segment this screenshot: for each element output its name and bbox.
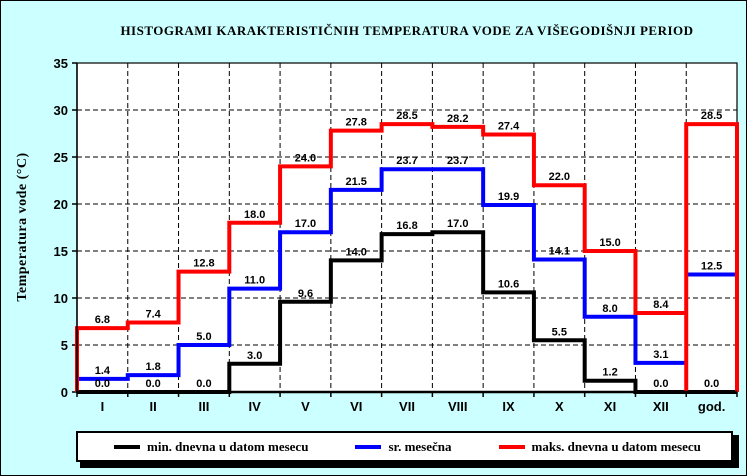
data-label: 21.5 [346, 176, 367, 188]
data-label: 5.5 [552, 326, 567, 338]
data-label: 3.1 [653, 349, 668, 361]
data-label: 14.1 [549, 245, 570, 257]
data-label: 28.2 [447, 113, 468, 125]
x-category-label: VII [399, 399, 415, 414]
data-label: 24.0 [295, 152, 316, 164]
data-label: 0.0 [146, 378, 161, 390]
max-series-line-icon [498, 444, 525, 449]
data-label: 27.4 [498, 120, 520, 132]
legend-item-min: min. dnevna u datom mesecu [114, 439, 308, 455]
data-label: 1.4 [95, 365, 111, 377]
x-category-label: VIII [448, 399, 468, 414]
data-label: 7.4 [146, 308, 162, 320]
y-tick-label: 30 [54, 103, 68, 118]
y-tick-label: 0 [61, 385, 68, 400]
data-label: 23.7 [396, 155, 417, 167]
data-label: 5.0 [196, 331, 211, 343]
data-label: 8.4 [653, 299, 669, 311]
x-category-label: III [199, 399, 210, 414]
data-label: 10.6 [498, 278, 519, 290]
series-step-line [75, 122, 687, 392]
legend-label-avg: sr. mesečna [388, 438, 452, 454]
data-label: 12.5 [701, 261, 722, 273]
data-label: 16.8 [396, 220, 417, 232]
x-category-label: II [150, 399, 157, 414]
data-label: 19.9 [498, 191, 519, 203]
x-category-label: V [301, 399, 310, 414]
data-label: 28.5 [396, 110, 417, 122]
data-label: 9.6 [298, 288, 313, 300]
x-category-label: VI [350, 399, 362, 414]
x-category-label: god. [698, 399, 725, 414]
data-label: 12.8 [193, 258, 214, 270]
y-tick-label: 5 [61, 338, 68, 353]
data-label: 11.0 [244, 275, 265, 287]
x-category-label: XII [653, 399, 669, 414]
data-label: 1.2 [602, 367, 617, 379]
y-tick-label: 35 [54, 56, 68, 71]
chart-title: HISTOGRAMI KARAKTERISTIČNIH TEMPERATURA … [120, 23, 694, 38]
series-step-line [77, 230, 687, 394]
data-label: 27.8 [346, 117, 367, 129]
x-category-label: XI [604, 399, 616, 414]
data-label: 23.7 [447, 155, 468, 167]
y-tick-label: 10 [54, 291, 68, 306]
avg-series-line-icon [355, 444, 382, 449]
data-label: 22.0 [549, 171, 570, 183]
data-label: 0.0 [704, 378, 719, 390]
x-category-label: IV [249, 399, 262, 414]
y-tick-label: 25 [54, 150, 68, 165]
series-step-line [77, 167, 687, 381]
legend-label-min: min. dnevna u datom mesecu [147, 438, 309, 454]
data-label: 28.5 [701, 110, 722, 122]
data-label: 0.0 [653, 378, 668, 390]
data-label: 6.8 [95, 314, 110, 326]
data-label: 0.0 [196, 378, 211, 390]
x-category-label: X [555, 399, 564, 414]
x-category-label: I [101, 399, 105, 414]
data-label: 1.8 [146, 361, 161, 373]
legend-item-avg: sr. mesečna [355, 438, 452, 455]
data-label: 3.0 [247, 350, 262, 362]
data-label: 0.0 [95, 378, 110, 390]
min-series-line-icon [114, 444, 140, 449]
series-year-segment [684, 122, 739, 392]
data-label: 15.0 [599, 237, 620, 249]
legend-item-max: maks. dnevna u datom mesecu [498, 438, 701, 455]
legend-label-max: maks. dnevna u datom mesecu [531, 438, 701, 454]
data-label: 17.0 [295, 218, 316, 230]
x-category-label: IX [502, 399, 515, 414]
data-label: 8.0 [602, 303, 617, 315]
data-label: 18.0 [244, 209, 265, 221]
y-tick-label: 20 [54, 197, 68, 212]
data-label: 14.0 [346, 246, 367, 258]
y-tick-label: 15 [54, 244, 68, 259]
legend: min. dnevna u datom mesecu sr. mesečna m… [76, 431, 733, 462]
data-label: 17.0 [447, 218, 468, 230]
